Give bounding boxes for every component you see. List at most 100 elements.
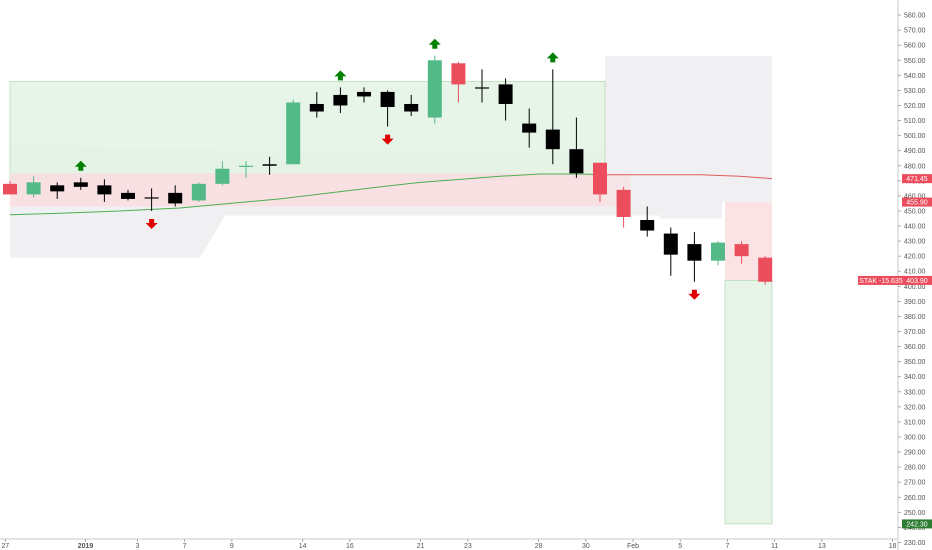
candle-body <box>50 185 65 192</box>
green-target-zone <box>10 81 605 180</box>
candle <box>451 61 466 103</box>
ma-red-line <box>605 174 773 180</box>
candle-body <box>309 103 324 112</box>
candle <box>640 206 655 237</box>
price-axis-label: 430.00 <box>904 239 926 246</box>
price-axis-label: 380.00 <box>904 314 926 321</box>
price-axis-label: 250.00 <box>904 510 926 517</box>
candle <box>758 256 773 285</box>
candle <box>687 232 702 282</box>
candle <box>309 91 324 118</box>
candle-body <box>262 164 277 166</box>
candle-body <box>404 103 419 112</box>
time-axis-label: 30 <box>582 543 590 550</box>
candle-body <box>569 149 584 174</box>
candle <box>498 78 513 121</box>
candle <box>191 182 206 202</box>
candle-body <box>522 123 537 133</box>
price-axis-label: 300.00 <box>904 434 926 441</box>
price-axis-label: 330.00 <box>904 389 926 396</box>
green-zone-short-border <box>724 280 773 525</box>
candle <box>569 117 584 178</box>
time-axis[interactable]: 27 2019 3 7 9 14 16 21 23 28 30 Feb 5 7 11 13 18 <box>0 538 897 550</box>
price-axis-label: 360.00 <box>904 344 926 351</box>
time-axis-label: 9 <box>230 543 234 550</box>
candle <box>380 90 395 127</box>
candle <box>97 179 112 202</box>
sell-arrow-icon <box>688 289 701 300</box>
candle-body <box>26 182 41 195</box>
price-axis[interactable]: 230.00240.00250.00260.00270.00280.00290.… <box>897 0 926 550</box>
candle <box>168 185 183 207</box>
price-axis-label: 500.00 <box>904 133 926 140</box>
candle-body <box>168 192 183 204</box>
candle <box>357 87 371 103</box>
price-axis-label: 440.00 <box>904 224 926 231</box>
time-axis-label: 2019 <box>78 543 94 550</box>
candle-body <box>333 94 348 106</box>
price-axis-label: 260.00 <box>904 495 926 502</box>
candle-body <box>3 183 17 195</box>
gray-zone-right <box>605 55 772 219</box>
candle <box>50 182 65 199</box>
price-axis-label: 320.00 <box>904 404 926 411</box>
price-tag: 403.90 <box>902 275 932 285</box>
buy-arrow-icon <box>428 38 441 49</box>
zone-layer <box>9 55 773 525</box>
candle-body <box>215 168 230 184</box>
time-axis-label: 21 <box>417 543 425 550</box>
price-axis-label: 560.00 <box>904 43 926 50</box>
candle <box>545 69 560 165</box>
time-axis-label: 28 <box>535 543 543 550</box>
ma-green-line <box>9 173 606 216</box>
price-tag-bg <box>902 174 932 184</box>
time-axis-label: 27 <box>1 543 9 550</box>
time-axis-label: 16 <box>346 543 354 550</box>
candle-body <box>758 257 773 282</box>
price-axis-label: 410.00 <box>904 269 926 276</box>
time-axis-label: 7 <box>183 543 187 550</box>
candle-body <box>239 165 253 167</box>
study-tag: STAK -15.635 <box>858 275 904 285</box>
candle <box>711 241 725 266</box>
price-tag-bg <box>902 197 932 207</box>
candle <box>734 241 749 264</box>
candle <box>26 176 41 198</box>
price-axis-label: 540.00 <box>904 73 926 80</box>
price-tag-label: 471.45 <box>906 176 928 183</box>
candle <box>616 186 631 228</box>
price-axis-label: 480.00 <box>904 163 926 170</box>
candle-body <box>711 242 725 261</box>
candle-body <box>498 84 513 104</box>
candle <box>663 227 678 276</box>
candles-layer <box>3 55 773 285</box>
candle-body <box>427 60 442 118</box>
price-axis-label: 350.00 <box>904 359 926 366</box>
price-axis-label: 390.00 <box>904 299 926 306</box>
candle <box>262 156 277 175</box>
buy-arrow-icon <box>74 160 87 171</box>
candle-body <box>663 233 678 255</box>
candle <box>333 87 348 114</box>
price-tag: 455.90 <box>902 197 932 207</box>
candle-body <box>73 182 88 187</box>
time-axis-label: 3 <box>135 543 139 550</box>
price-axis-label: 270.00 <box>904 480 926 487</box>
time-axis-label: 5 <box>678 543 682 550</box>
price-tag: 242.30 <box>902 519 932 529</box>
candle <box>215 161 230 186</box>
price-axis-label: 340.00 <box>904 374 926 381</box>
price-axis-label: 280.00 <box>904 465 926 472</box>
price-axis-label: 460.00 <box>904 193 926 200</box>
candle-body <box>593 162 607 195</box>
time-axis-label: 7 <box>725 543 729 550</box>
study-tag-bg <box>858 275 904 285</box>
candle-body <box>357 91 371 97</box>
candle <box>427 55 442 124</box>
price-tag: 471.45 <box>902 174 932 184</box>
sell-arrow-icon <box>145 218 158 229</box>
candle-body <box>144 197 159 199</box>
price-tag-bg <box>902 275 932 285</box>
price-axis-label: 290.00 <box>904 450 926 457</box>
